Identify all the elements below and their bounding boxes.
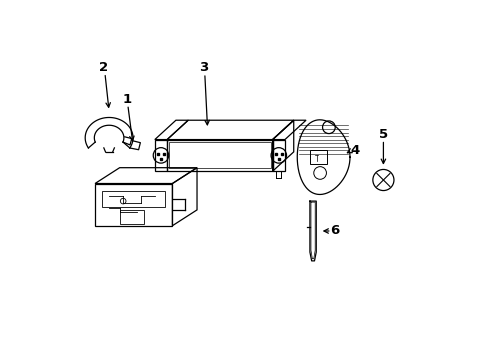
Text: 1: 1 xyxy=(122,93,131,105)
Text: 4: 4 xyxy=(350,144,359,157)
Bar xyxy=(120,210,144,224)
Text: 6: 6 xyxy=(330,225,339,238)
Text: 2: 2 xyxy=(99,61,108,74)
Bar xyxy=(168,142,270,168)
Text: 5: 5 xyxy=(378,128,387,141)
Text: 3: 3 xyxy=(199,61,208,74)
